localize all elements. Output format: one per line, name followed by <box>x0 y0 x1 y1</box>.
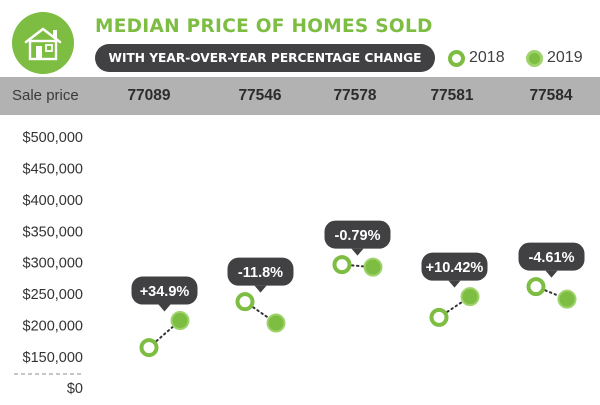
legend-swatch-2019 <box>526 49 543 67</box>
marker-2018 <box>139 338 159 358</box>
callout-pointer <box>158 304 171 312</box>
change-label: -4.61% <box>529 250 575 266</box>
change-callout <box>131 276 198 305</box>
legend-label-2018: 2018 <box>469 49 505 66</box>
change-label: +10.42% <box>426 260 484 276</box>
marker-2018 <box>429 307 449 327</box>
legend-swatch-2018 <box>448 49 465 67</box>
header-band: Sale price 77089 77546 77578 77581 77584 <box>0 77 600 115</box>
y-tick-label: $0 <box>67 381 83 397</box>
change-label: -11.8% <box>238 265 283 281</box>
y-tick-label: $200,000 <box>23 319 83 335</box>
y-tick-label: $500,000 <box>23 130 83 146</box>
house-icon <box>12 12 74 74</box>
y-tick-label: $450,000 <box>23 161 83 177</box>
zip-label-77089: 77089 <box>127 87 171 104</box>
change-callout <box>324 220 391 249</box>
change-callout <box>227 257 294 286</box>
callout-pointer <box>254 285 267 293</box>
y-tick-label: $350,000 <box>23 224 83 240</box>
legend-item-2018: 2018 <box>448 48 505 68</box>
y-tick-label: $150,000 <box>23 350 83 366</box>
marker-2018 <box>332 255 352 275</box>
callout-pointer <box>545 270 558 278</box>
marker-2018 <box>526 277 546 297</box>
legend-item-2019: 2019 <box>526 48 583 68</box>
chart-title: MEDIAN PRICE OF HOMES SOLD <box>95 16 433 37</box>
marker-2019 <box>170 311 190 331</box>
change-callout <box>421 252 488 281</box>
zip-label-77581: 77581 <box>430 87 474 104</box>
zip-label-77578: 77578 <box>333 87 377 104</box>
marker-2019 <box>557 289 577 309</box>
row-label: Sale price <box>12 87 79 104</box>
chart-subtitle: WITH YEAR-OVER-YEAR PERCENTAGE CHANGE <box>95 44 435 72</box>
zip-label-77546: 77546 <box>238 87 282 104</box>
callout-pointer <box>448 280 461 288</box>
change-label: -0.79% <box>335 228 381 244</box>
y-tick-label: $400,000 <box>23 193 83 209</box>
zip-label-77584: 77584 <box>529 87 573 104</box>
marker-2019 <box>363 257 383 277</box>
change-callout <box>518 242 585 271</box>
y-tick-label: $250,000 <box>23 287 83 303</box>
marker-2019 <box>460 287 480 307</box>
marker-2018 <box>235 292 255 312</box>
marker-2019 <box>266 313 286 333</box>
legend-label-2019: 2019 <box>547 49 583 66</box>
y-tick-label: $300,000 <box>23 256 83 272</box>
change-label: +34.9% <box>140 284 190 300</box>
callout-pointer <box>351 248 364 256</box>
